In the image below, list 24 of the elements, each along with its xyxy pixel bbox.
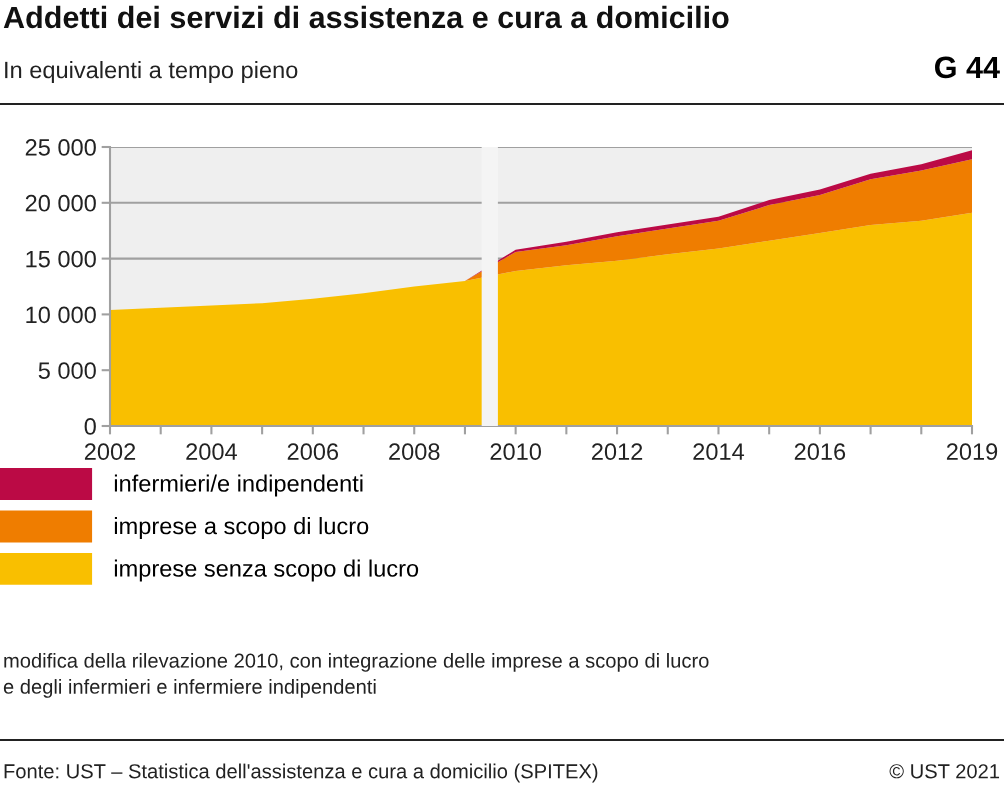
legend-label: imprese senza scopo di lucro — [114, 559, 419, 582]
legend-label: infermieri/e indipendenti — [114, 474, 363, 497]
x-tick-label: 2006 — [287, 443, 339, 461]
y-tick-label: 20 000 — [25, 194, 96, 212]
chart-subtitle: In equivalenti a tempo pieno — [5, 61, 298, 83]
y-tick-label: 0 — [84, 418, 96, 435]
x-tick-label: 2012 — [591, 443, 643, 461]
x-tick-label: 2008 — [389, 443, 440, 461]
chart-title: Addetti dei servizi di assistenza e cura a domicilio — [3, 5, 729, 29]
y-tick-label: 5 000 — [38, 362, 96, 379]
y-tick-label: 10 000 — [26, 306, 96, 324]
y-tick-label: 15 000 — [26, 250, 96, 268]
text: modifica della rilevazione 2010, con integrazione delle imprese a scopo di lucro e degli infermieri e infermiere indipendenti — [3, 653, 709, 698]
source-note: Fonte: UST – Statistica dell'assistenza e cura a domicilio (SPITEX) — [4, 763, 598, 783]
text: © UST 2021 — [889, 764, 1000, 779]
x-tick-label: 2019 — [946, 443, 998, 461]
legend-label: imprese a scopo di lucro — [114, 517, 369, 540]
x-tick-label: 2014 — [693, 443, 745, 461]
x-tick-label: 2004 — [186, 443, 237, 461]
text: G 44 — [935, 56, 1000, 79]
x-tick-label: 2010 — [490, 443, 541, 461]
x-tick-label: 2016 — [794, 443, 846, 461]
y-tick-label: 25 000 — [25, 139, 96, 156]
x-tick-label: 2002 — [84, 443, 136, 461]
